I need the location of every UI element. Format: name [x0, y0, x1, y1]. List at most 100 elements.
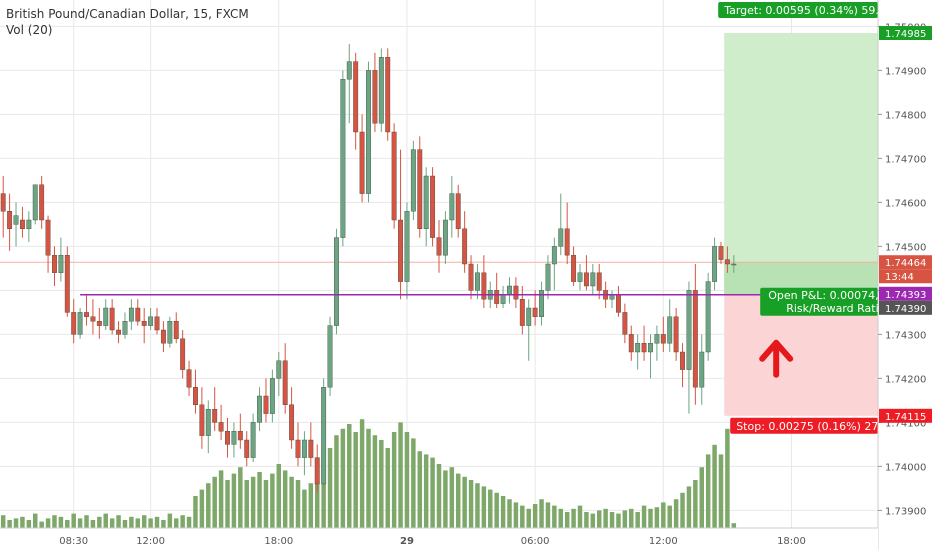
candle-body [186, 369, 192, 388]
volume-bar [699, 467, 705, 528]
volume-bar [231, 473, 237, 528]
volume-bar [97, 516, 102, 528]
volume-bar [116, 515, 121, 528]
candle-body [19, 219, 25, 230]
candle-body [366, 70, 371, 194]
stop-badge-bg [730, 417, 878, 434]
candle-body [385, 57, 391, 133]
price-tick-label: 1.74700 [885, 154, 926, 165]
volume-bar [705, 454, 711, 528]
volume-bar [372, 435, 378, 528]
candle-body [455, 193, 461, 230]
candle-body [167, 321, 173, 344]
volume-bar [225, 480, 230, 528]
volume-bar [430, 457, 435, 528]
volume-bar [167, 513, 173, 528]
price-tick-label: 1.74500 [885, 242, 926, 253]
bar-countdown-badge-text: 13:44 [885, 272, 914, 283]
volume-bar [609, 512, 615, 528]
volume-bar [417, 451, 423, 528]
volume-bar [282, 470, 288, 528]
volume-bar [564, 512, 570, 528]
candle-body [462, 228, 468, 265]
volume-bar [84, 515, 89, 528]
volume-bar [603, 508, 608, 528]
volume-bar [712, 444, 717, 528]
candle-body [39, 184, 45, 221]
volume-bar [481, 486, 487, 528]
candle-body [340, 78, 346, 238]
candle-body [442, 219, 448, 256]
target-zone[interactable] [724, 33, 878, 295]
volume-bar [468, 480, 474, 528]
volume-bar [693, 480, 698, 528]
candle-body [96, 321, 102, 326]
volume-bar [263, 480, 269, 528]
volume-bar [257, 472, 262, 528]
candle-body [295, 439, 301, 458]
candle-body [353, 61, 359, 133]
volume-bar [334, 435, 339, 528]
current-price-badge-bg [879, 255, 932, 270]
time-axis[interactable]: 08:30 12:00 18:00 29 06:00 12:00 18:00 [0, 527, 878, 550]
candle-body [513, 285, 519, 300]
candle-body [13, 215, 19, 225]
volume-bar [154, 516, 160, 528]
volume-bar [141, 515, 147, 528]
candle-body [64, 254, 70, 313]
candle-body [282, 360, 288, 405]
volume-bar [596, 510, 602, 528]
volume-bar [616, 513, 621, 528]
target-badge: Target: 0.00595 (0.34%) 59.5, [718, 2, 889, 18]
entry-price-badge-2-text: 1.74390 [885, 304, 926, 315]
stop-badge-text: Stop: 0.00275 (0.16%) 27.5 [736, 420, 889, 433]
volume-bar [404, 432, 410, 528]
candle-body [160, 329, 166, 344]
candle-body [250, 422, 256, 458]
candle-body [622, 312, 628, 335]
volume-bar [308, 483, 314, 528]
volume-bar [641, 505, 647, 528]
volume-bar [513, 502, 519, 528]
target-price-badge: 1.74985 [879, 26, 932, 40]
candle-body [507, 285, 512, 296]
current-price-badge: 1.74464 [879, 255, 932, 270]
candle-body [225, 431, 230, 445]
volume-bar [673, 499, 679, 528]
candle-body [718, 246, 724, 260]
candle-body [26, 219, 32, 230]
candle-body [257, 395, 262, 423]
volume-bar [379, 440, 384, 528]
price-tick-label: 1.74900 [885, 66, 926, 77]
candle-body [641, 343, 647, 353]
volume-bar [552, 505, 557, 528]
price-axis[interactable]: 1.73900 1.74000 1.74100 1.74200 1.74300 1.744… [877, 0, 932, 550]
volume-bar [289, 476, 294, 528]
candle-body [32, 184, 38, 221]
volume-bar [436, 464, 442, 528]
candle-body [321, 387, 327, 485]
candle-body [244, 439, 250, 458]
candle-body [289, 404, 295, 441]
candle-body [436, 237, 442, 256]
candle-body [545, 263, 551, 291]
volume-bar [193, 496, 198, 528]
volume-bar [58, 516, 64, 528]
candle-body [84, 312, 89, 317]
volume-bar [443, 470, 448, 528]
volume-bar [558, 508, 564, 528]
price-tick-label: 1.74800 [885, 110, 926, 121]
entry-price-badge-2-bg [879, 300, 932, 315]
candle-body [500, 294, 506, 304]
candle-body [539, 290, 544, 317]
candle-body [90, 316, 96, 322]
candle-body [596, 272, 602, 291]
volume-bar [449, 467, 455, 528]
volume-bar [359, 419, 365, 528]
volume-bar [475, 483, 480, 528]
candle-body [180, 338, 186, 370]
candle-body [430, 175, 436, 238]
volume-bar [52, 515, 57, 528]
candle-body [109, 307, 115, 331]
